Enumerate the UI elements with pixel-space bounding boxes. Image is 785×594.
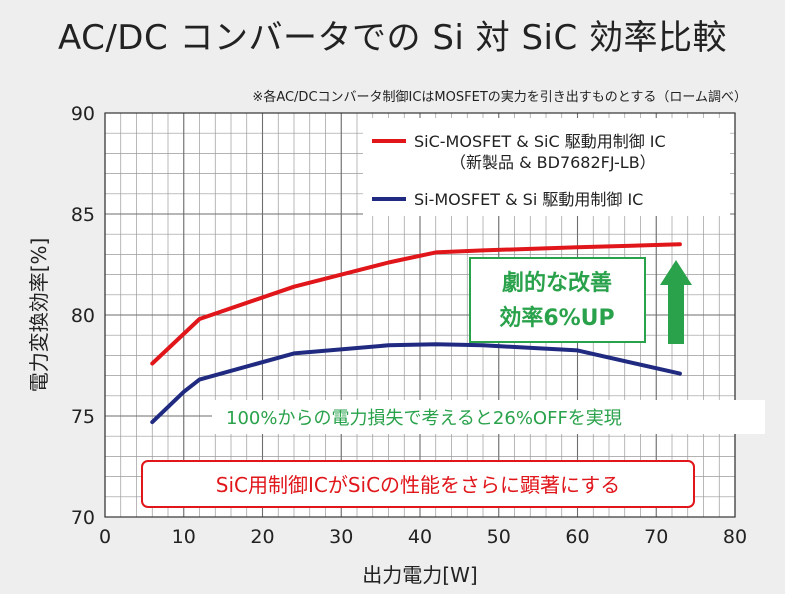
improvement-text-2: 効率6%UP: [499, 305, 614, 331]
loss-reduction-bg: [212, 400, 765, 434]
x-axis-ticks: 0 10 20 30 40 50 60 70 80: [99, 526, 747, 548]
y-axis-ticks: 70 75 80 85 90: [71, 103, 95, 529]
legend-box: [363, 118, 730, 216]
series-lines: [150, 242, 682, 425]
x-tick-label: 80: [723, 526, 747, 548]
x-tick-label: 50: [487, 526, 511, 548]
loss-reduction-note: 100%からの電力損失で考えると26%OFFを実現: [212, 400, 765, 434]
y-tick-label: 90: [71, 103, 95, 125]
plot-frame: [104, 112, 736, 518]
legend-label-sic: SiC-MOSFET & SiC 駆動用制御 IC: [414, 132, 666, 151]
chart-title: AC/DC コンバータでの Si 対 SiC 効率比較: [57, 18, 728, 58]
legend-label-sic-sub: （新製品 & BD7682FJ-LB）: [450, 153, 656, 172]
y-tick-label: 70: [71, 507, 95, 529]
sic-control-box: [141, 460, 695, 508]
x-tick-label: 70: [644, 526, 668, 548]
x-tick-label: 10: [172, 526, 196, 548]
improvement-box: [469, 257, 646, 343]
legend-label-si: Si-MOSFET & Si 駆動用制御 IC: [414, 190, 643, 209]
sic-control-callout: SiC用制御ICがSiCの性能をさらに顕著にする: [141, 460, 695, 508]
legend: SiC-MOSFET & SiC 駆動用制御 IC （新製品 & BD7682F…: [363, 118, 730, 216]
x-tick-label: 0: [99, 526, 111, 548]
x-tick-label: 40: [408, 526, 432, 548]
y-tick-label: 85: [71, 204, 95, 226]
x-tick-label: 30: [329, 526, 353, 548]
sic-control-text: SiC用制御ICがSiCの性能をさらに顕著にする: [216, 473, 621, 497]
x-axis-title: 出力電力[W]: [362, 563, 477, 587]
loss-reduction-text: 100%からの電力損失で考えると26%OFFを実現: [226, 408, 622, 429]
improvement-callout: 劇的な改善 効率6%UP: [469, 257, 692, 344]
series-line-sic: [150, 242, 682, 366]
improvement-text-1: 劇的な改善: [502, 270, 612, 296]
y-axis-title: 電力変換効率[%]: [27, 238, 51, 393]
x-tick-label: 20: [250, 526, 274, 548]
y-tick-label: 75: [71, 406, 95, 428]
x-tick-label: 60: [565, 526, 589, 548]
series-line-si: [150, 342, 682, 425]
y-tick-label: 80: [71, 305, 95, 327]
up-arrow-icon: [660, 260, 692, 344]
source-note: ※各AC/DCコンバータ制御ICはMOSFETの実力を引き出すものとする（ローム…: [252, 90, 747, 105]
